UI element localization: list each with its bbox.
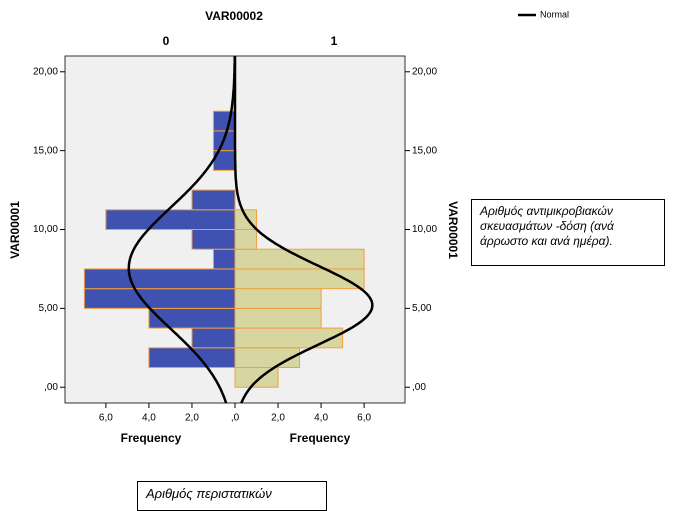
y-tick-label: 15,00 <box>412 145 437 156</box>
y-tick-label: 20,00 <box>33 66 58 77</box>
y-tick-label: ,00 <box>412 382 426 393</box>
bar <box>234 307 322 329</box>
bar <box>191 189 236 211</box>
bar <box>83 268 236 290</box>
bar <box>234 229 258 250</box>
bar <box>191 327 236 349</box>
bar <box>234 248 365 270</box>
x-tick-label: 2,0 <box>271 413 285 424</box>
y-tick-label: 15,00 <box>33 145 58 156</box>
y-tick-label: 10,00 <box>33 224 58 235</box>
y-tick-label: 20,00 <box>412 66 437 77</box>
x-axis-label: Frequency <box>121 431 182 445</box>
normal-curve <box>127 55 237 404</box>
y-axis-label: VAR00001 <box>446 201 460 259</box>
y-axis-label: VAR00001 <box>8 201 22 259</box>
chart-title: VAR00002 <box>205 9 263 23</box>
bar <box>212 248 236 270</box>
legend-label: Normal <box>540 9 569 19</box>
annotation: Αριθμός αντιμικροβιακών σκευασμάτων -δόσ… <box>471 199 665 266</box>
x-tick-label: 4,0 <box>142 413 156 424</box>
y-tick-label: 10,00 <box>412 224 437 235</box>
annotation: Αριθμός περιστατικών <box>137 481 327 511</box>
x-tick-label: 4,0 <box>314 413 328 424</box>
y-tick-label: ,00 <box>44 382 58 393</box>
y-tick-label: 5,00 <box>412 303 432 314</box>
panel-label: 0 <box>163 34 170 48</box>
y-tick-label: 5,00 <box>39 303 59 314</box>
normal-curve <box>233 56 374 404</box>
bar <box>105 209 236 230</box>
bar <box>234 288 322 309</box>
x-axis-label: Frequency <box>290 431 351 445</box>
bar <box>234 327 344 349</box>
panel-label: 1 <box>331 34 338 48</box>
bar <box>148 307 236 329</box>
bar <box>191 229 236 250</box>
x-tick-label: 6,0 <box>99 413 113 424</box>
x-tick-label: 2,0 <box>185 413 199 424</box>
x-tick-label: 6,0 <box>357 413 371 424</box>
x-tick-label: ,0 <box>231 413 240 424</box>
bar <box>83 288 236 309</box>
